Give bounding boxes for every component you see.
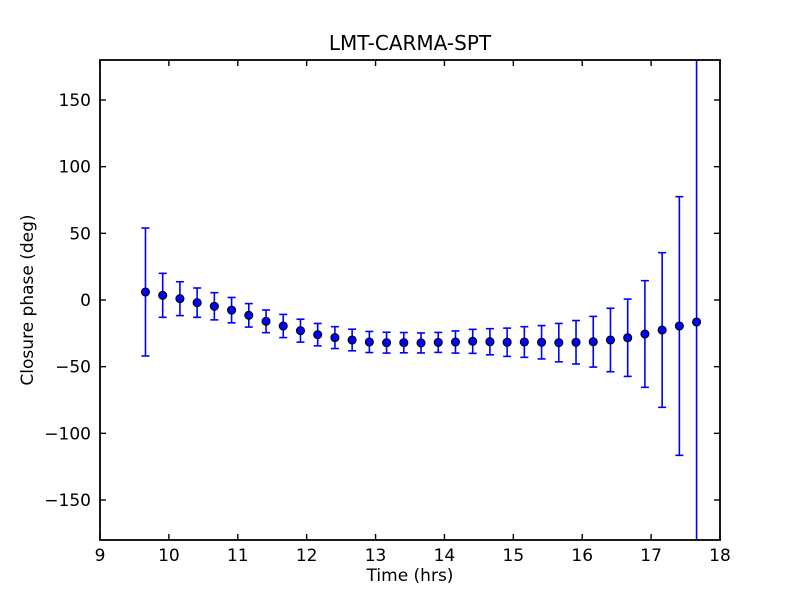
data-series-layer (140, 60, 702, 540)
data-point-marker (554, 338, 564, 348)
x-tick-label: 12 (296, 546, 318, 566)
data-point-marker (192, 298, 202, 308)
data-point-marker (261, 316, 271, 326)
data-point-marker (657, 325, 667, 335)
y-axis-label: Closure phase (deg) (18, 214, 38, 385)
x-tick-label: 13 (365, 546, 387, 566)
data-point-marker (450, 337, 461, 347)
data-point-marker (692, 317, 702, 327)
y-tick-label: −150 (44, 491, 91, 511)
x-tick-label: 16 (571, 546, 593, 566)
data-point-marker (537, 337, 547, 347)
chart-title: LMT-CARMA-SPT (329, 31, 492, 55)
data-point-marker (330, 333, 340, 343)
data-point-marker (623, 333, 633, 343)
data-point-marker (519, 337, 529, 347)
data-point-marker (674, 321, 684, 331)
data-point-marker (640, 329, 650, 339)
data-point-marker (364, 337, 374, 347)
y-tick-label: 100 (59, 158, 91, 178)
data-point-marker (399, 338, 409, 348)
y-tick-label: −100 (44, 424, 91, 444)
data-point-marker (244, 310, 254, 320)
x-tick-label: 10 (158, 546, 180, 566)
data-point-marker (485, 337, 495, 347)
y-tick-label: 50 (69, 224, 91, 244)
data-point-marker (313, 330, 323, 340)
data-point-marker (502, 337, 512, 347)
y-tick-label: −50 (55, 358, 91, 378)
data-point-marker (209, 301, 219, 311)
data-point-marker (140, 287, 151, 297)
x-tick-label: 11 (227, 546, 249, 566)
data-point-marker (605, 335, 616, 345)
data-point-marker (416, 338, 426, 348)
data-point-marker (571, 337, 581, 347)
data-point-marker (278, 321, 288, 331)
data-point-marker (468, 336, 478, 346)
x-tick-label: 17 (640, 546, 662, 566)
data-point-marker (382, 338, 392, 348)
axis-ticks (99, 60, 721, 540)
x-tick-label: 14 (434, 546, 456, 566)
data-point-marker (227, 305, 237, 315)
x-tick-label: 18 (709, 546, 731, 566)
data-point-marker (158, 290, 168, 300)
y-tick-label: 0 (80, 291, 91, 311)
data-point-marker (175, 294, 185, 304)
data-point-marker (295, 326, 306, 336)
tick-labels: 9 10 11 12 13 14 15 16 17 18 −150 −100 −50 0 50 100 150 (44, 91, 731, 566)
x-tick-label: 9 (95, 546, 106, 566)
data-point-marker (433, 337, 443, 347)
x-tick-label: 15 (503, 546, 525, 566)
data-point-marker (588, 337, 598, 347)
y-tick-label: 150 (59, 91, 91, 111)
data-point-marker (347, 335, 357, 345)
x-axis-label: Time (hrs) (366, 566, 454, 586)
